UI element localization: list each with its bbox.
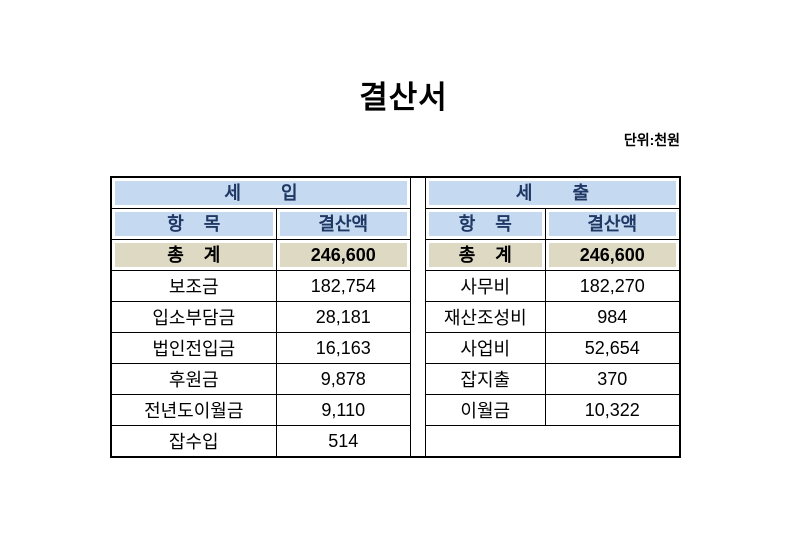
unit-label: 단위:천원: [623, 132, 680, 148]
table-row: 재산조성비 984: [425, 301, 680, 333]
table-row: 사무비 182,270: [425, 270, 680, 302]
revenue-section-header-row: 세 입: [111, 177, 411, 209]
row-label: 잡지출: [425, 363, 546, 395]
row-value: 28,181: [275, 301, 411, 333]
row-label: 입소부담금: [111, 301, 277, 333]
revenue-section-header-cell: 세 입: [111, 177, 411, 209]
revenue-column-header-amount-cell: 결산액: [275, 208, 411, 240]
row-label: 사업비: [425, 332, 546, 364]
total-value: 246,600: [548, 243, 676, 267]
column-header-amount: 결산액: [279, 212, 407, 236]
expenditure-column-header-amount-cell: 결산액: [544, 208, 680, 240]
table-row: 입소부담금 28,181: [111, 301, 411, 333]
expenditure-table: 세 출 항 목 결산액 총 계: [425, 177, 680, 457]
table-divider-gap: [410, 178, 426, 456]
revenue-column-header-item-cell: 항 목: [111, 208, 277, 240]
table-row: 후원금 9,878: [111, 363, 411, 395]
expenditure-total-label-cell: 총 계: [425, 239, 546, 271]
row-label: 재산조성비: [425, 301, 546, 333]
row-value: 9,110: [275, 394, 411, 426]
empty-cell: [425, 425, 680, 457]
revenue-total-row: 총 계 246,600: [111, 239, 411, 271]
revenue-total-label-cell: 총 계: [111, 239, 277, 271]
table-row: 법인전입금 16,163: [111, 332, 411, 364]
row-value: 182,754: [275, 270, 411, 302]
total-value: 246,600: [279, 243, 407, 267]
expenditure-total-row: 총 계 246,600: [425, 239, 680, 271]
table-row: 보조금 182,754: [111, 270, 411, 302]
row-label: 후원금: [111, 363, 277, 395]
row-value: 52,654: [544, 332, 680, 364]
revenue-total-value-cell: 246,600: [275, 239, 411, 271]
expenditure-section-header-row: 세 출: [425, 177, 680, 209]
table-row: 이월금 10,322: [425, 394, 680, 426]
column-header-item: 항 목: [115, 212, 273, 236]
row-label: 전년도이월금: [111, 394, 277, 426]
expenditure-section-title: 세 출: [429, 181, 676, 205]
revenue-section-title: 세 입: [115, 181, 407, 205]
table-row: 전년도이월금 9,110: [111, 394, 411, 426]
expenditure-total-value-cell: 246,600: [544, 239, 680, 271]
settlement-table: 세 입 항 목 결산액 총 계: [110, 176, 681, 458]
row-label: 이월금: [425, 394, 546, 426]
expenditure-column-header-row: 항 목 결산액: [425, 208, 680, 240]
page-title: 결산서: [359, 80, 448, 115]
row-value: 182,270: [544, 270, 680, 302]
row-label: 법인전입금: [111, 332, 277, 364]
table-row: 잡지출 370: [425, 363, 680, 395]
revenue-column-header-row: 항 목 결산액: [111, 208, 411, 240]
total-label: 총 계: [115, 243, 273, 267]
revenue-table: 세 입 항 목 결산액 총 계: [111, 177, 411, 457]
table-row: 잡수입 514: [111, 425, 411, 457]
table-row: 사업비 52,654: [425, 332, 680, 364]
row-value: 10,322: [544, 394, 680, 426]
row-value: 9,878: [275, 363, 411, 395]
row-label: 잡수입: [111, 425, 277, 457]
row-label: 보조금: [111, 270, 277, 302]
row-value: 370: [544, 363, 680, 395]
expenditure-column-header-item-cell: 항 목: [425, 208, 546, 240]
table-row-empty: [425, 425, 680, 457]
column-header-item: 항 목: [429, 212, 542, 236]
row-label: 사무비: [425, 270, 546, 302]
column-header-amount: 결산액: [548, 212, 676, 236]
row-value: 16,163: [275, 332, 411, 364]
row-value: 514: [275, 425, 411, 457]
expenditure-section-header-cell: 세 출: [425, 177, 680, 209]
total-label: 총 계: [429, 243, 542, 267]
row-value: 984: [544, 301, 680, 333]
